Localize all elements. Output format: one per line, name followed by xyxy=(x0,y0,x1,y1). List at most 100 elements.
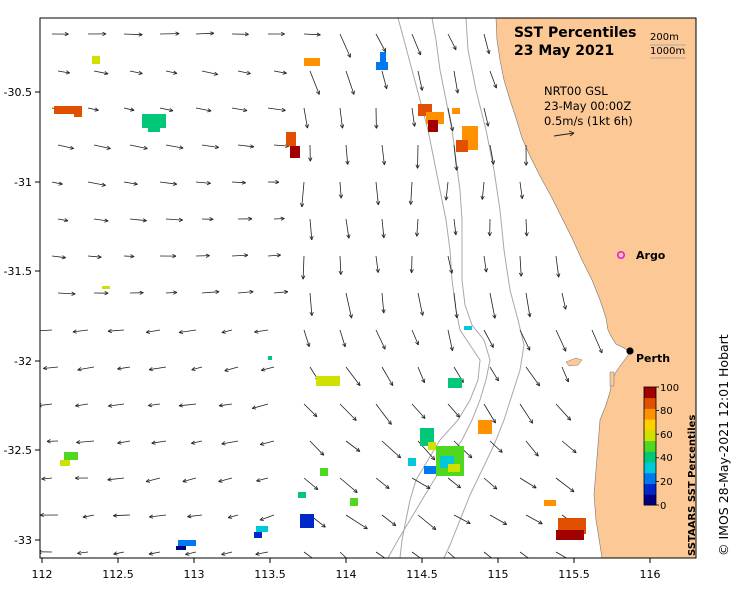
current-arrow xyxy=(87,107,99,112)
current-arrow xyxy=(447,477,461,489)
rottnest-island xyxy=(565,357,583,367)
current-arrow xyxy=(237,289,254,295)
x-tick-label: 112.5 xyxy=(102,568,134,581)
current-arrow xyxy=(303,403,318,418)
current-arrow xyxy=(483,107,490,127)
current-arrow xyxy=(46,439,59,444)
colorbar-segment xyxy=(644,451,656,463)
current-arrow xyxy=(75,403,89,408)
current-arrow xyxy=(345,70,355,95)
current-arrow xyxy=(159,107,174,113)
y-tick-label: -31 xyxy=(14,176,32,189)
current-arrow xyxy=(159,181,178,186)
current-arrow xyxy=(51,31,69,37)
current-arrow xyxy=(218,477,233,483)
current-arrow xyxy=(218,403,233,408)
current-arrow xyxy=(259,440,275,446)
current-model: NRT00 GSL xyxy=(544,84,608,98)
current-arrow xyxy=(251,403,269,410)
x-tick-label: 112 xyxy=(32,568,53,581)
current-arrow xyxy=(345,292,353,319)
current-arrow xyxy=(447,403,460,418)
current-arrow xyxy=(309,440,325,456)
current-arrow xyxy=(195,253,210,258)
colorbar-segment xyxy=(644,429,656,442)
current-arrow xyxy=(185,551,197,556)
current-arrow xyxy=(374,107,379,129)
current-arrow xyxy=(561,292,567,310)
current-arrow xyxy=(237,216,253,221)
current-arrow xyxy=(447,107,455,132)
current-arrow xyxy=(227,514,239,519)
current-arrow xyxy=(301,255,306,280)
current-arrow xyxy=(159,31,180,36)
current-arrow xyxy=(483,255,488,273)
current-arrow xyxy=(381,218,386,239)
current-arrow xyxy=(375,181,381,206)
current-arrow xyxy=(221,329,233,334)
current-arrow xyxy=(72,329,89,334)
current-arrow xyxy=(300,181,305,208)
isobath-200m xyxy=(387,18,491,558)
current-arrow xyxy=(524,218,529,237)
credit-text: © IMOS 28-May-2021 12:01 Hobart xyxy=(716,334,731,556)
x-tick-label: 115 xyxy=(488,568,509,581)
isobath-shelf xyxy=(443,18,525,558)
current-arrow xyxy=(93,70,109,76)
current-arrow xyxy=(77,550,89,556)
current-arrow xyxy=(267,107,286,113)
current-arrow xyxy=(417,292,425,316)
x-tick-label: 114.5 xyxy=(406,568,438,581)
current-arrow xyxy=(148,551,161,556)
current-arrow xyxy=(345,514,368,530)
current-arrow xyxy=(82,514,95,519)
y-tick-label: -32.5 xyxy=(4,444,32,457)
current-arrow xyxy=(525,514,543,525)
current-arrow xyxy=(221,551,233,556)
current-arrow xyxy=(411,329,419,346)
current-arrow xyxy=(201,217,214,222)
current-arrow xyxy=(149,514,167,519)
current-vectors xyxy=(40,31,603,558)
current-arrow xyxy=(444,181,449,201)
colorbar-segment xyxy=(644,387,656,399)
current-arrow xyxy=(165,144,184,150)
current-arrow xyxy=(260,366,275,372)
current-arrow xyxy=(195,31,215,36)
perth-label: Perth xyxy=(636,352,670,365)
current-arrow xyxy=(339,477,358,493)
current-arrow xyxy=(489,144,495,165)
current-arrow xyxy=(182,477,197,483)
current-arrow xyxy=(408,181,413,205)
current-arrow xyxy=(345,218,351,239)
current-arrow xyxy=(483,329,494,348)
y-tick-label: -32 xyxy=(14,355,32,368)
colorbar-segment xyxy=(644,462,656,474)
current-arrow xyxy=(148,403,161,408)
current-arrow xyxy=(489,440,503,453)
current-arrow xyxy=(267,253,281,258)
current-arrow xyxy=(453,70,460,94)
colorbar-tick: 0 xyxy=(660,501,666,512)
current-arrow xyxy=(151,440,167,445)
current-arrow xyxy=(338,181,343,199)
current-arrow xyxy=(381,70,388,90)
current-arrow xyxy=(480,181,485,200)
colorbar-segment xyxy=(644,419,656,431)
current-arrow xyxy=(447,551,456,558)
current-arrow xyxy=(201,70,219,76)
current-arrow xyxy=(51,181,63,186)
y-tick-label: -30.5 xyxy=(4,86,32,99)
current-arrow xyxy=(273,289,289,295)
current-arrow xyxy=(117,440,131,445)
current-arrow xyxy=(411,403,426,419)
current-arrow xyxy=(518,255,524,277)
current-arrow xyxy=(339,33,351,58)
current-arrow xyxy=(453,144,459,171)
current-arrow xyxy=(381,144,387,166)
current-arrow xyxy=(231,253,249,258)
current-arrow xyxy=(195,107,212,113)
current-arrow xyxy=(123,254,135,259)
current-arrow xyxy=(107,477,125,482)
